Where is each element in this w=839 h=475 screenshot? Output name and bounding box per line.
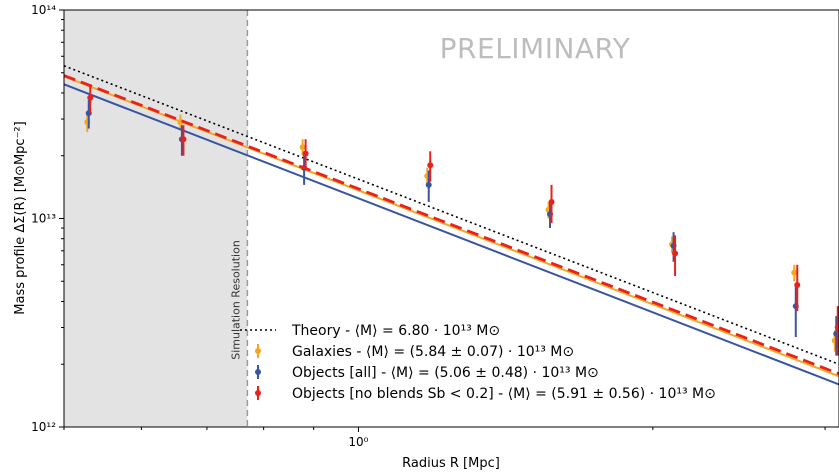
x-tick-label: 10⁰ bbox=[348, 435, 368, 449]
legend: Theory - ⟨M⟩ = 6.80 · 10¹³ M⊙ Galaxies - … bbox=[240, 323, 716, 402]
series-0 bbox=[63, 65, 839, 365]
series-3-point bbox=[427, 162, 434, 169]
legend-marker bbox=[255, 369, 261, 375]
legend-marker bbox=[255, 390, 261, 396]
y-tick-label: 10¹² bbox=[31, 420, 56, 434]
series-3-point bbox=[302, 150, 309, 157]
series-1-point bbox=[299, 144, 306, 151]
y-tick-label: 10¹⁴ bbox=[31, 3, 56, 17]
series-layer bbox=[63, 65, 839, 386]
legend-item-0: Theory - ⟨M⟩ = 6.80 · 10¹³ M⊙ bbox=[240, 323, 500, 339]
y-tick-label: 10¹³ bbox=[31, 212, 56, 226]
preliminary-watermark: PRELIMINARY bbox=[440, 32, 631, 65]
series-1-fit-line bbox=[63, 75, 839, 378]
series-3-point bbox=[548, 198, 555, 205]
series-3 bbox=[63, 74, 839, 376]
series-3-point bbox=[794, 281, 801, 288]
legend-item-1: Galaxies - ⟨M⟩ = (5.84 ± 0.07) · 10¹³ M⊙ bbox=[255, 344, 574, 360]
legend-item-3: Objects [no blends Sb < 0.2] - ⟨M⟩ = (5.… bbox=[255, 386, 716, 402]
series-1-point bbox=[791, 269, 798, 276]
series-0-fit-line bbox=[63, 65, 839, 365]
resolution-label: Simulation Resolution bbox=[229, 240, 242, 360]
y-axis-label: Mass profile ΔΣ(R) [M⊙Mpc⁻²] bbox=[13, 121, 28, 314]
legend-marker bbox=[255, 348, 261, 354]
x-axis-label: Radius R [Mpc] bbox=[402, 456, 500, 471]
legend-label: Objects [no blends Sb < 0.2] - ⟨M⟩ = (5.… bbox=[292, 386, 716, 402]
legend-label: Galaxies - ⟨M⟩ = (5.84 ± 0.07) · 10¹³ M⊙ bbox=[292, 344, 574, 360]
legend-item-2: Objects [all] - ⟨M⟩ = (5.06 ± 0.48) · 10… bbox=[255, 365, 599, 381]
series-2-point bbox=[425, 181, 432, 188]
legend-label: Theory - ⟨M⟩ = 6.80 · 10¹³ M⊙ bbox=[291, 323, 500, 339]
series-3-fit-line bbox=[63, 74, 839, 376]
series-3-point bbox=[672, 250, 679, 257]
series-3-point bbox=[87, 94, 94, 101]
ticks-layer: 10¹² 10¹³ 10¹⁴ 10⁰ bbox=[31, 3, 826, 449]
series-2-fit-line bbox=[63, 83, 839, 386]
series-3-point bbox=[180, 136, 187, 143]
series-3-point bbox=[834, 324, 839, 331]
shaded-region bbox=[64, 10, 248, 427]
legend-label: Objects [all] - ⟨M⟩ = (5.06 ± 0.48) · 10… bbox=[292, 365, 599, 381]
